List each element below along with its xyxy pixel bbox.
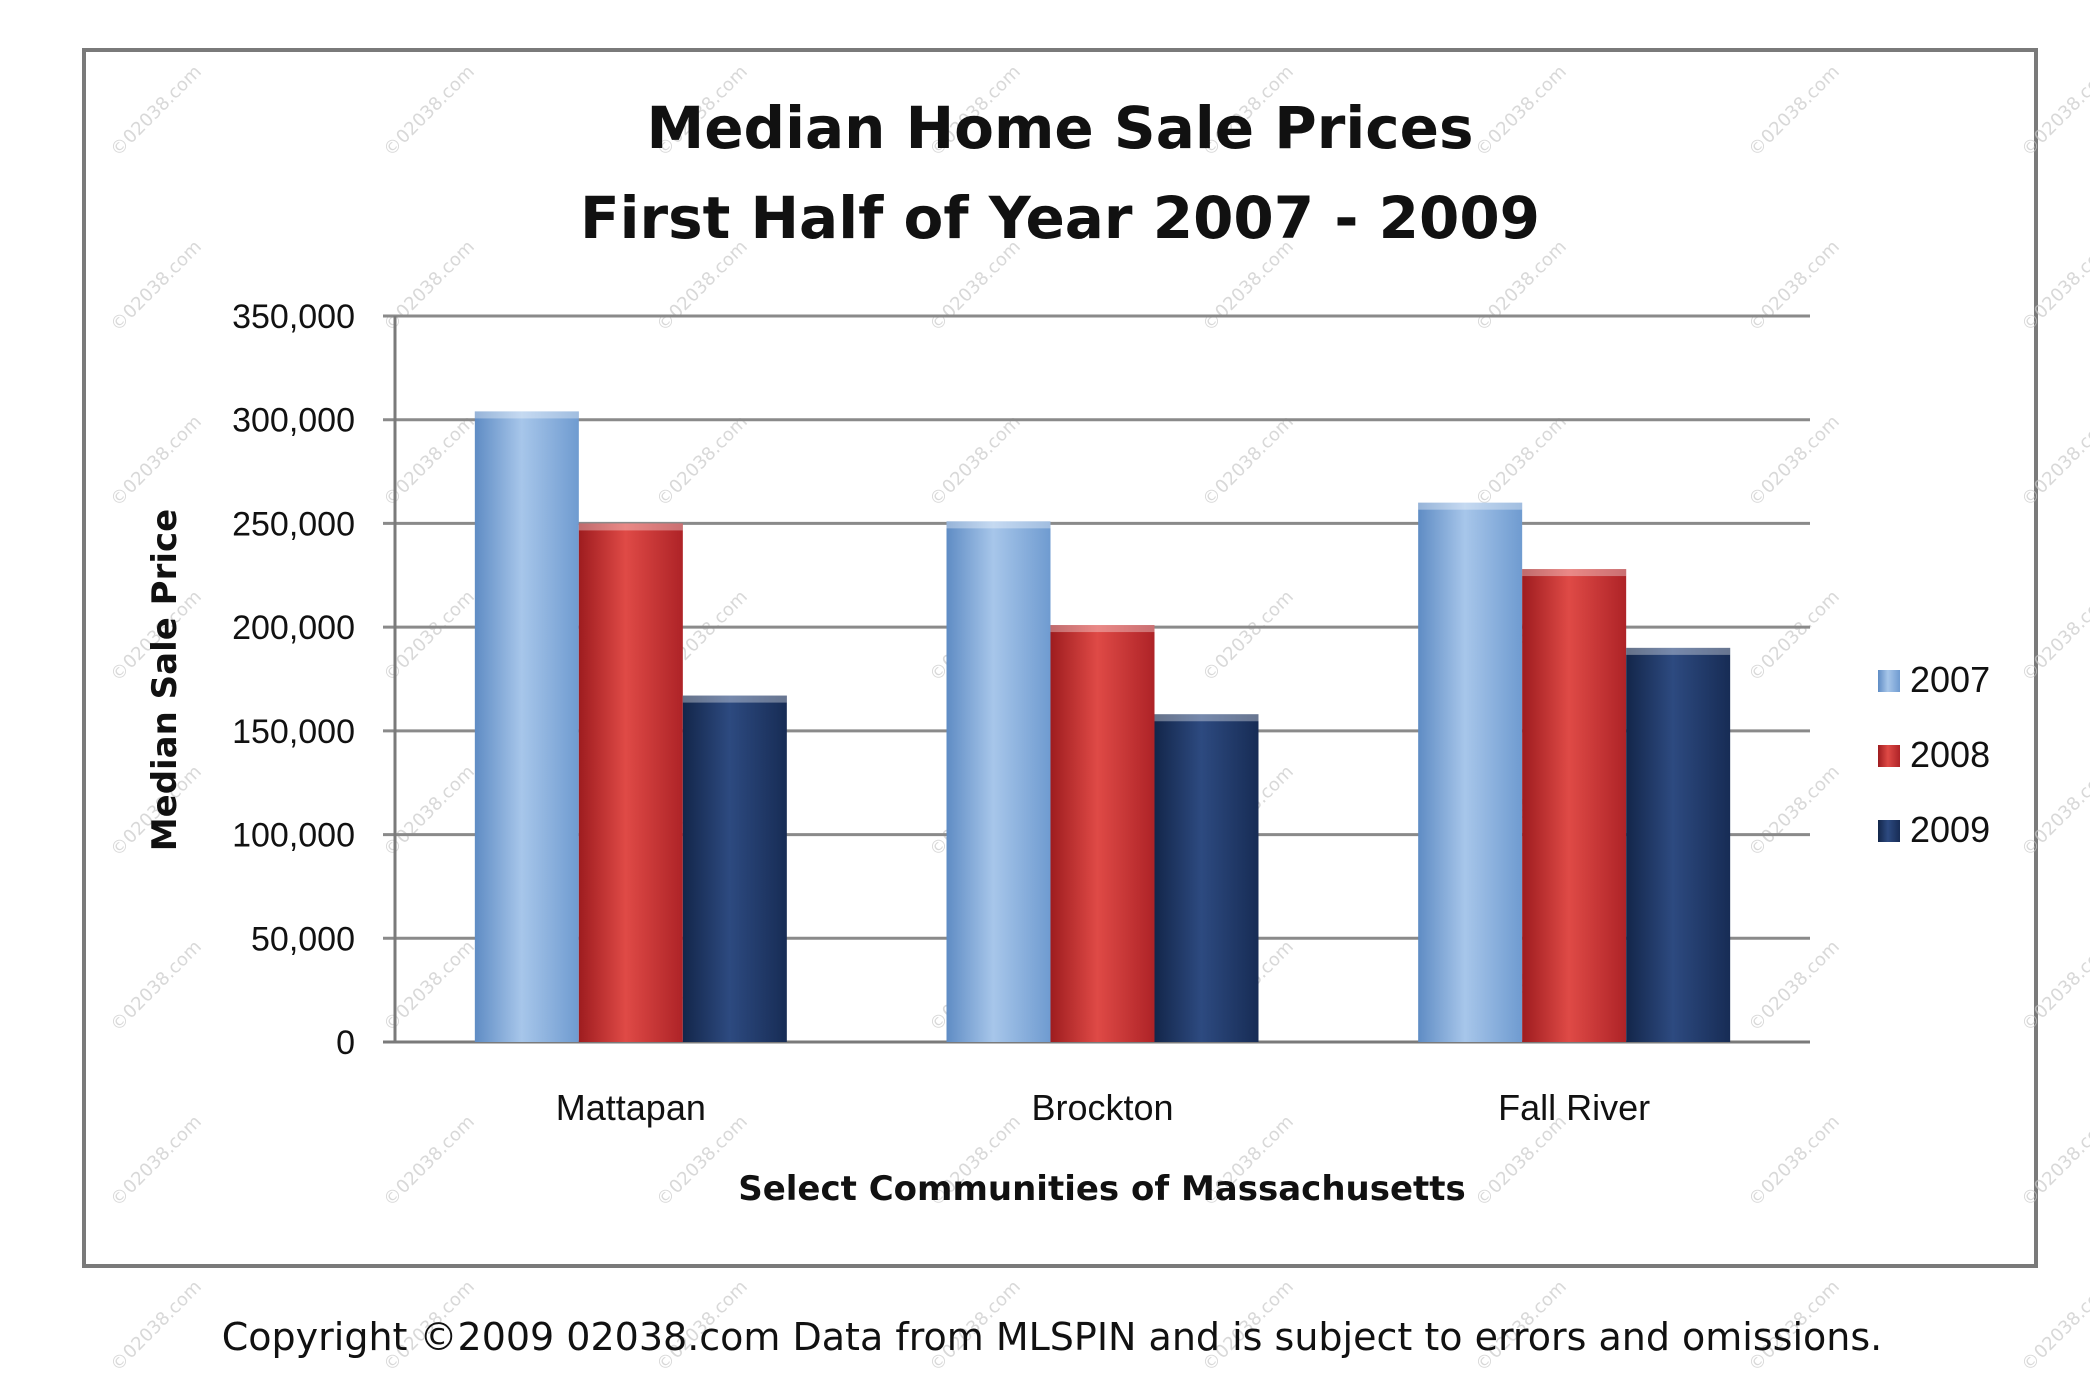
legend-swatch-2007 <box>1878 670 1900 692</box>
legend-label-2007: 2007 <box>1910 659 1990 700</box>
bar-2007-brockton <box>947 521 1051 1042</box>
copyright-footer: Copyright ©2009 02038.com Data from MLSP… <box>222 1315 1882 1359</box>
chart-title-line-1: Median Home Sale Prices <box>647 94 1474 162</box>
y-tick-label: 100,000 <box>232 817 355 855</box>
watermark-text: ©02038.com <box>106 1276 205 1375</box>
bar-cap <box>683 696 787 703</box>
y-tick-label: 0 <box>336 1024 355 1062</box>
bar-cap <box>1051 625 1155 632</box>
bar-cap <box>1155 714 1259 721</box>
y-tick-label: 150,000 <box>232 713 355 751</box>
chart-title-line-2: First Half of Year 2007 - 2009 <box>580 184 1540 252</box>
legend-label-2008: 2008 <box>1910 734 1990 775</box>
bar-2009-fall-river <box>1626 648 1730 1042</box>
x-tick-label: Fall River <box>1498 1087 1650 1128</box>
bar-cap <box>947 521 1051 528</box>
legend: 2007 2008 2009 <box>1878 659 1990 850</box>
watermark-text: ©02038.com <box>2017 1276 2090 1375</box>
bar-2007-mattapan <box>475 411 579 1042</box>
legend-swatch-2009 <box>1878 820 1900 842</box>
legend-label-2009: 2009 <box>1910 809 1990 850</box>
y-tick-label: 200,000 <box>232 609 355 647</box>
legend-swatch-2008 <box>1878 745 1900 767</box>
bar-2007-fall-river <box>1418 503 1522 1042</box>
bar-2008-mattapan <box>579 523 683 1042</box>
y-axis-label: Median Sale Price <box>145 509 185 851</box>
x-tick-label: Mattapan <box>556 1087 706 1128</box>
bar-2008-brockton <box>1051 625 1155 1042</box>
x-tick-label: Brockton <box>1031 1087 1173 1128</box>
y-tick-label: 250,000 <box>232 505 355 543</box>
y-tick-label: 50,000 <box>251 920 355 958</box>
bar-cap <box>1418 503 1522 510</box>
y-tick-label: 350,000 <box>232 298 355 336</box>
bar-2008-fall-river <box>1522 569 1626 1042</box>
x-axis-label: Select Communities of Massachusetts <box>738 1169 1466 1209</box>
y-tick-label: 300,000 <box>232 402 355 440</box>
bar-cap <box>1626 648 1730 655</box>
bar-cap <box>579 523 683 530</box>
bar-2009-mattapan <box>683 696 787 1042</box>
bar-2009-brockton <box>1155 714 1259 1042</box>
bar-cap <box>1522 569 1626 576</box>
bar-cap <box>475 411 579 418</box>
